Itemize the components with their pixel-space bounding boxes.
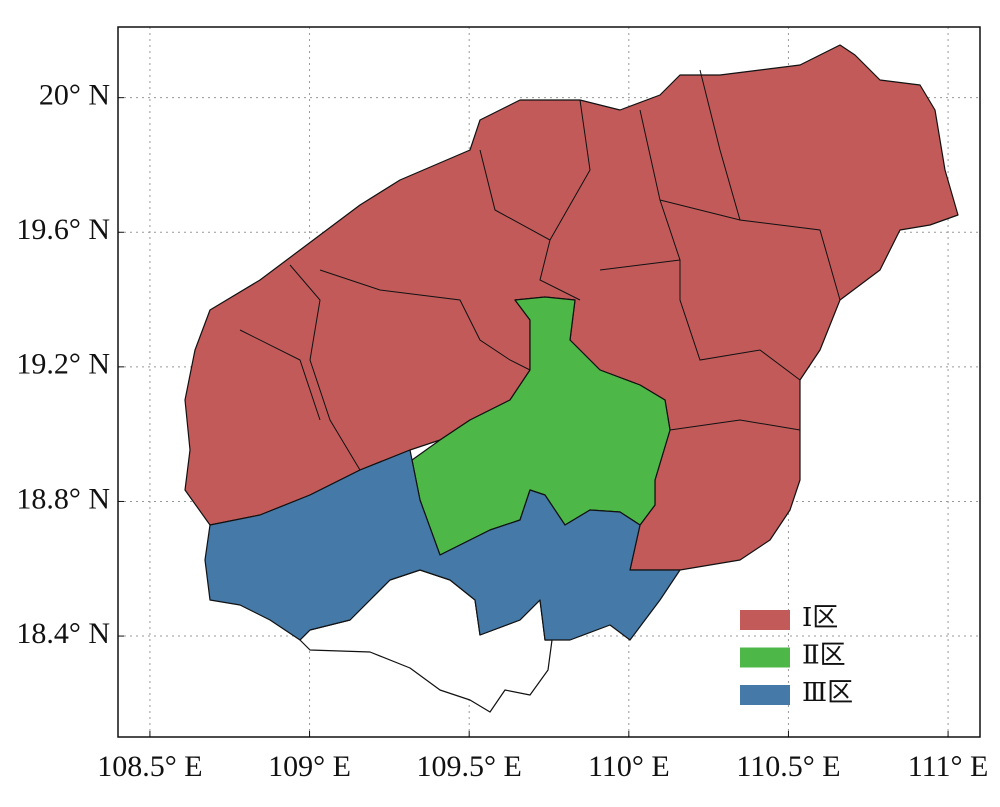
legend-swatch	[740, 647, 790, 668]
x-tick-label: 108.5° E	[97, 750, 202, 783]
zone-3	[204, 449, 681, 641]
y-tick-label: 18.8° N	[16, 482, 110, 515]
legend-swatch	[740, 610, 790, 630]
axes: 108.5° E 109° E 109.5° E 110° E 110.5° E 111°…	[16, 79, 988, 783]
legend-label: Ⅱ区	[802, 640, 846, 669]
legend-label: Ⅰ区	[802, 603, 838, 632]
x-tick-label: 111° E	[908, 750, 989, 783]
legend-label: Ⅲ区	[802, 678, 853, 707]
y-tick-label: 20° N	[39, 79, 110, 112]
x-tick-label: 110.5° E	[736, 750, 840, 783]
y-tick-label: 18.4° N	[16, 617, 110, 650]
y-tick-label: 19.6° N	[16, 213, 110, 246]
legend: Ⅰ区 Ⅱ区 Ⅲ区	[740, 603, 853, 707]
x-tick-label: 109.5° E	[417, 750, 522, 783]
legend-swatch	[740, 685, 790, 705]
frame	[117, 26, 981, 738]
x-tick-label: 109° E	[268, 750, 351, 783]
x-tick-label: 110° E	[588, 750, 670, 783]
y-tick-label: 19.2° N	[16, 348, 110, 381]
county-borders	[239, 69, 841, 471]
